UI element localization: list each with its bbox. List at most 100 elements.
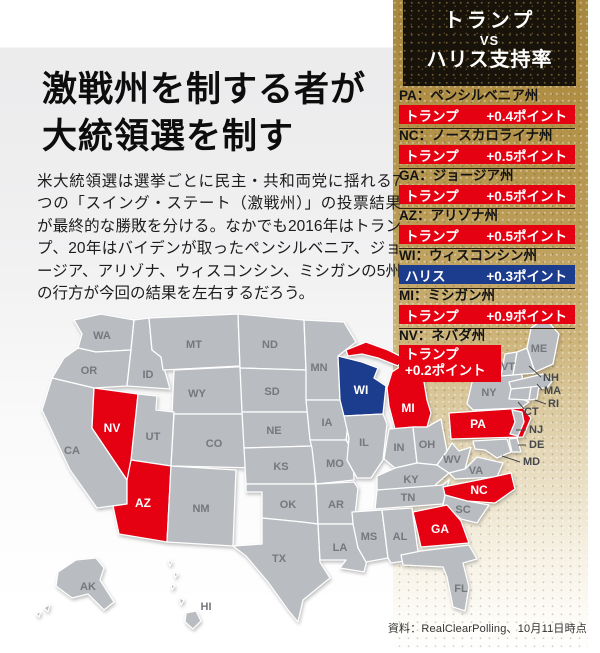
leader-name: トランプ xyxy=(405,148,459,164)
state-label-MN: MN xyxy=(310,362,327,374)
leader-name: ハリス xyxy=(405,268,446,284)
poll-entry-AZ: AZ：アリゾナ州 トランプ +0.5ポイント xyxy=(399,208,575,249)
state-label-NY: NY xyxy=(481,387,497,399)
state-HI xyxy=(167,559,173,567)
lead-points: +0.5ポイント xyxy=(486,148,567,164)
lead-points: +0.4ポイント xyxy=(486,108,567,124)
state-GA xyxy=(412,504,470,548)
state-label-MD: MD xyxy=(523,456,540,468)
state-label-DE: DE xyxy=(529,439,544,451)
headline-line1: 激戦州を制する者が xyxy=(42,70,367,109)
state-label-MO: MO xyxy=(326,458,344,470)
state-label-UT: UT xyxy=(146,431,161,443)
state-HI xyxy=(178,597,185,606)
poll-entry-banner: トランプ +0.5ポイント xyxy=(399,185,575,204)
state-label-IL: IL xyxy=(359,437,369,449)
state-SC xyxy=(442,494,490,524)
state-label-WI: WI xyxy=(354,383,369,397)
state-label-NH: NH xyxy=(543,372,559,384)
poll-entry-state-label: WI：ウィスコンシン州 xyxy=(399,248,537,263)
state-label-MI: MI xyxy=(401,401,414,415)
state-labels-layer: WA OR CA ID MT WY NV UT CO AZ NM ND SD NE KS OK TX MN IA MO… xyxy=(64,330,561,613)
state-label-AZ: AZ xyxy=(135,496,151,510)
state-label-ME: ME xyxy=(531,343,548,355)
state-label-NV: NV xyxy=(104,421,121,435)
state-label-AL: AL xyxy=(393,531,408,543)
callout-line-MD xyxy=(501,455,521,463)
poll-entry-banner: トランプ +0.9ポイント xyxy=(399,305,575,324)
state-label-NC: NC xyxy=(470,483,488,497)
poll-entry-banner: ハリス +0.3ポイント xyxy=(399,265,575,284)
state-FL xyxy=(400,544,478,612)
state-MD xyxy=(472,438,512,459)
state-label-IA: IA xyxy=(322,417,333,429)
poll-entry-banner: トランプ +0.5ポイント xyxy=(399,225,575,244)
state-WI xyxy=(337,355,387,417)
state-label-OH: OH xyxy=(419,439,436,451)
state-label-VA: VA xyxy=(469,465,484,477)
state-label-TN: TN xyxy=(401,492,416,504)
state-HI xyxy=(170,583,176,591)
panel-title-trump: トランプ xyxy=(443,10,536,32)
state-MI xyxy=(345,341,405,367)
leader-name: トランプ xyxy=(405,188,459,204)
state-label-AK: AK xyxy=(80,581,96,593)
state-UT xyxy=(130,393,175,467)
state-HI xyxy=(173,571,179,579)
poll-entry-state-label: PA：ペンシルベニア州 xyxy=(399,88,539,103)
headline-line2: 大統領選を制す xyxy=(42,117,295,156)
state-label-KS: KS xyxy=(273,461,288,473)
state-CT xyxy=(508,386,532,401)
state-IL xyxy=(343,413,388,479)
state-label-WY: WY xyxy=(188,388,206,400)
lead-points: +0.2ポイント xyxy=(405,363,486,378)
poll-entry-state-label: NV：ネバダ州 xyxy=(399,328,486,343)
state-label-MS: MS xyxy=(361,531,378,543)
state-OR xyxy=(51,347,132,389)
state-VA xyxy=(448,456,504,480)
state-label-KY: KY xyxy=(403,474,419,486)
poll-entry-state-label: GA：ジョージア州 xyxy=(399,168,514,183)
state-HI xyxy=(184,610,202,630)
state-label-IN: IN xyxy=(394,442,405,454)
lead-points: +0.9ポイント xyxy=(486,308,567,324)
state-label-LA: LA xyxy=(333,542,348,554)
state-label-RI: RI xyxy=(548,398,559,410)
source-note: 資料：RealClearPolling、10月11日時点 xyxy=(387,623,587,635)
state-label-NE: NE xyxy=(266,425,281,437)
state-label-TX: TX xyxy=(272,553,287,565)
entry-divider xyxy=(399,288,575,289)
states-layer xyxy=(35,313,560,630)
leader-name: トランプ xyxy=(405,347,459,362)
poll-entry-NV: NV：ネバダ州トランプ +0.2ポイント xyxy=(399,328,575,382)
state-label-OK: OK xyxy=(280,499,297,511)
entry-divider xyxy=(399,168,575,169)
state-AK xyxy=(35,610,42,618)
state-label-MA: MA xyxy=(544,385,561,397)
poll-entry-MI: MI：ミシガン州トランプ +0.9ポイント xyxy=(399,288,575,329)
state-MA xyxy=(508,373,554,390)
state-label-SD: SD xyxy=(264,386,279,398)
state-label-GA: GA xyxy=(431,522,449,536)
poll-entry-NC: NC：ノースカロライナ州 トランプ +0.5ポイント xyxy=(399,128,575,169)
state-AK xyxy=(55,557,115,611)
state-label-WA: WA xyxy=(93,330,111,342)
poll-entry-state-label: MI：ミシガン州 xyxy=(399,288,495,303)
state-AK xyxy=(43,603,51,613)
state-AR xyxy=(315,481,359,525)
leader-name: トランプ xyxy=(405,308,459,324)
lead-points: +0.5ポイント xyxy=(486,188,567,204)
state-label-MT: MT xyxy=(186,339,202,351)
poll-entry-banner: トランプ +0.4ポイント xyxy=(399,105,575,124)
lead-points: +0.5ポイント xyxy=(486,228,567,244)
state-label-OR: OR xyxy=(81,365,98,377)
state-label-NM: NM xyxy=(192,503,209,515)
poll-entry-PA: PA：ペンシルベニア州トランプ +0.4ポイント xyxy=(399,88,575,129)
state-label-CT: CT xyxy=(524,406,539,418)
state-MO xyxy=(309,439,355,485)
lead-points: +0.3ポイント xyxy=(486,268,567,284)
poll-entry-GA: GA：ジョージア州トランプ +0.5ポイント xyxy=(399,168,575,209)
state-label-CA: CA xyxy=(64,445,80,457)
entry-divider xyxy=(399,208,575,209)
